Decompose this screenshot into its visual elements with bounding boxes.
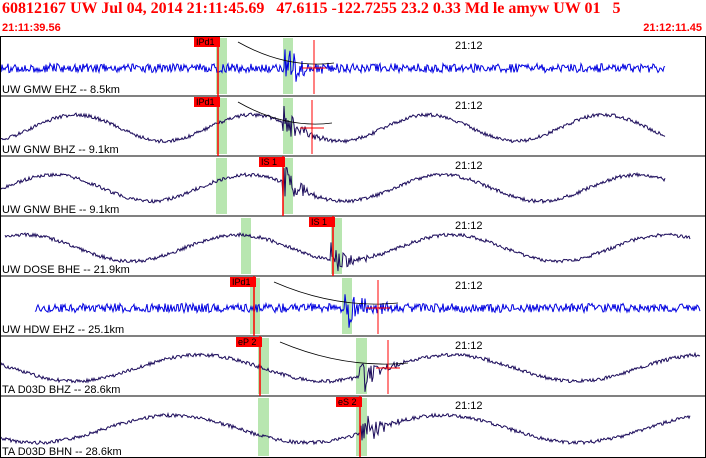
coda-curve <box>273 281 399 305</box>
station-label: UW DOSE BHE -- 21.9km <box>2 264 130 276</box>
waveform-trace <box>0 105 666 145</box>
pick-window <box>331 218 342 274</box>
station-label: TA D03D BHZ -- 28.6km <box>2 384 120 396</box>
pick-label: IS 1 <box>261 157 277 167</box>
pick-label-box[interactable] <box>230 277 256 287</box>
time-tick-label: 21:12 <box>455 280 483 292</box>
pick-label: IS 1 <box>311 217 327 227</box>
pick-label-box[interactable] <box>194 37 220 47</box>
pick-window <box>258 338 269 394</box>
pick-label-box[interactable] <box>236 337 262 347</box>
pick-window <box>216 38 227 94</box>
event-header: 60812167 UW Jul 04, 2014 21:11:45.69 47.… <box>0 0 706 36</box>
pick-label: IPd1 <box>196 97 215 107</box>
pick-window <box>258 398 269 456</box>
waveform-trace <box>0 49 666 82</box>
waveform-trace <box>4 231 691 272</box>
coda-curve <box>237 41 335 65</box>
time-tick-label: 21:12 <box>455 160 483 172</box>
station-label: UW HDW EHZ -- 25.1km <box>2 324 124 336</box>
time-tick-label: 21:12 <box>455 100 483 112</box>
event-title: 60812167 UW Jul 04, 2014 21:11:45.69 47.… <box>2 0 621 17</box>
coda-curve <box>279 341 409 365</box>
station-label: UW GNW BHZ -- 9.1km <box>2 144 119 156</box>
waveform-trace <box>0 166 666 205</box>
time-tick-label: 21:12 <box>455 40 483 52</box>
pick-window <box>241 218 251 274</box>
station-label: UW GNW BHE -- 9.1km <box>2 204 119 216</box>
time-tick-label: 21:12 <box>455 400 483 412</box>
pick-label: eS 2 <box>338 397 357 407</box>
pick-window <box>283 98 293 154</box>
waveform-trace <box>34 294 701 328</box>
station-label: TA D03D BHN -- 28.6km <box>2 446 122 458</box>
pick-label-box[interactable] <box>336 397 362 407</box>
station-label: UW GMW EHZ -- 8.5km <box>2 84 120 96</box>
coda-curve <box>237 101 333 125</box>
time-tick-label: 21:12 <box>455 340 483 352</box>
pick-label: IPd1 <box>196 37 215 47</box>
pick-label-box[interactable] <box>194 97 220 107</box>
pick-window <box>283 158 293 214</box>
waveform-trace <box>0 351 701 392</box>
pick-label: IPd1 <box>232 277 251 287</box>
pick-window <box>216 158 227 214</box>
pick-label-box[interactable] <box>259 157 285 167</box>
pick-window <box>216 98 227 154</box>
time-tick-label: 21:12 <box>455 220 483 232</box>
pick-label: eP 2 <box>238 337 256 347</box>
window-end-time: 21:12:11.45 <box>643 22 702 34</box>
waveform-trace <box>0 412 691 446</box>
pick-label-box[interactable] <box>309 217 335 227</box>
window-start-time: 21:11:39.56 <box>2 22 61 34</box>
pick-window <box>342 278 352 334</box>
pick-window <box>250 278 260 334</box>
